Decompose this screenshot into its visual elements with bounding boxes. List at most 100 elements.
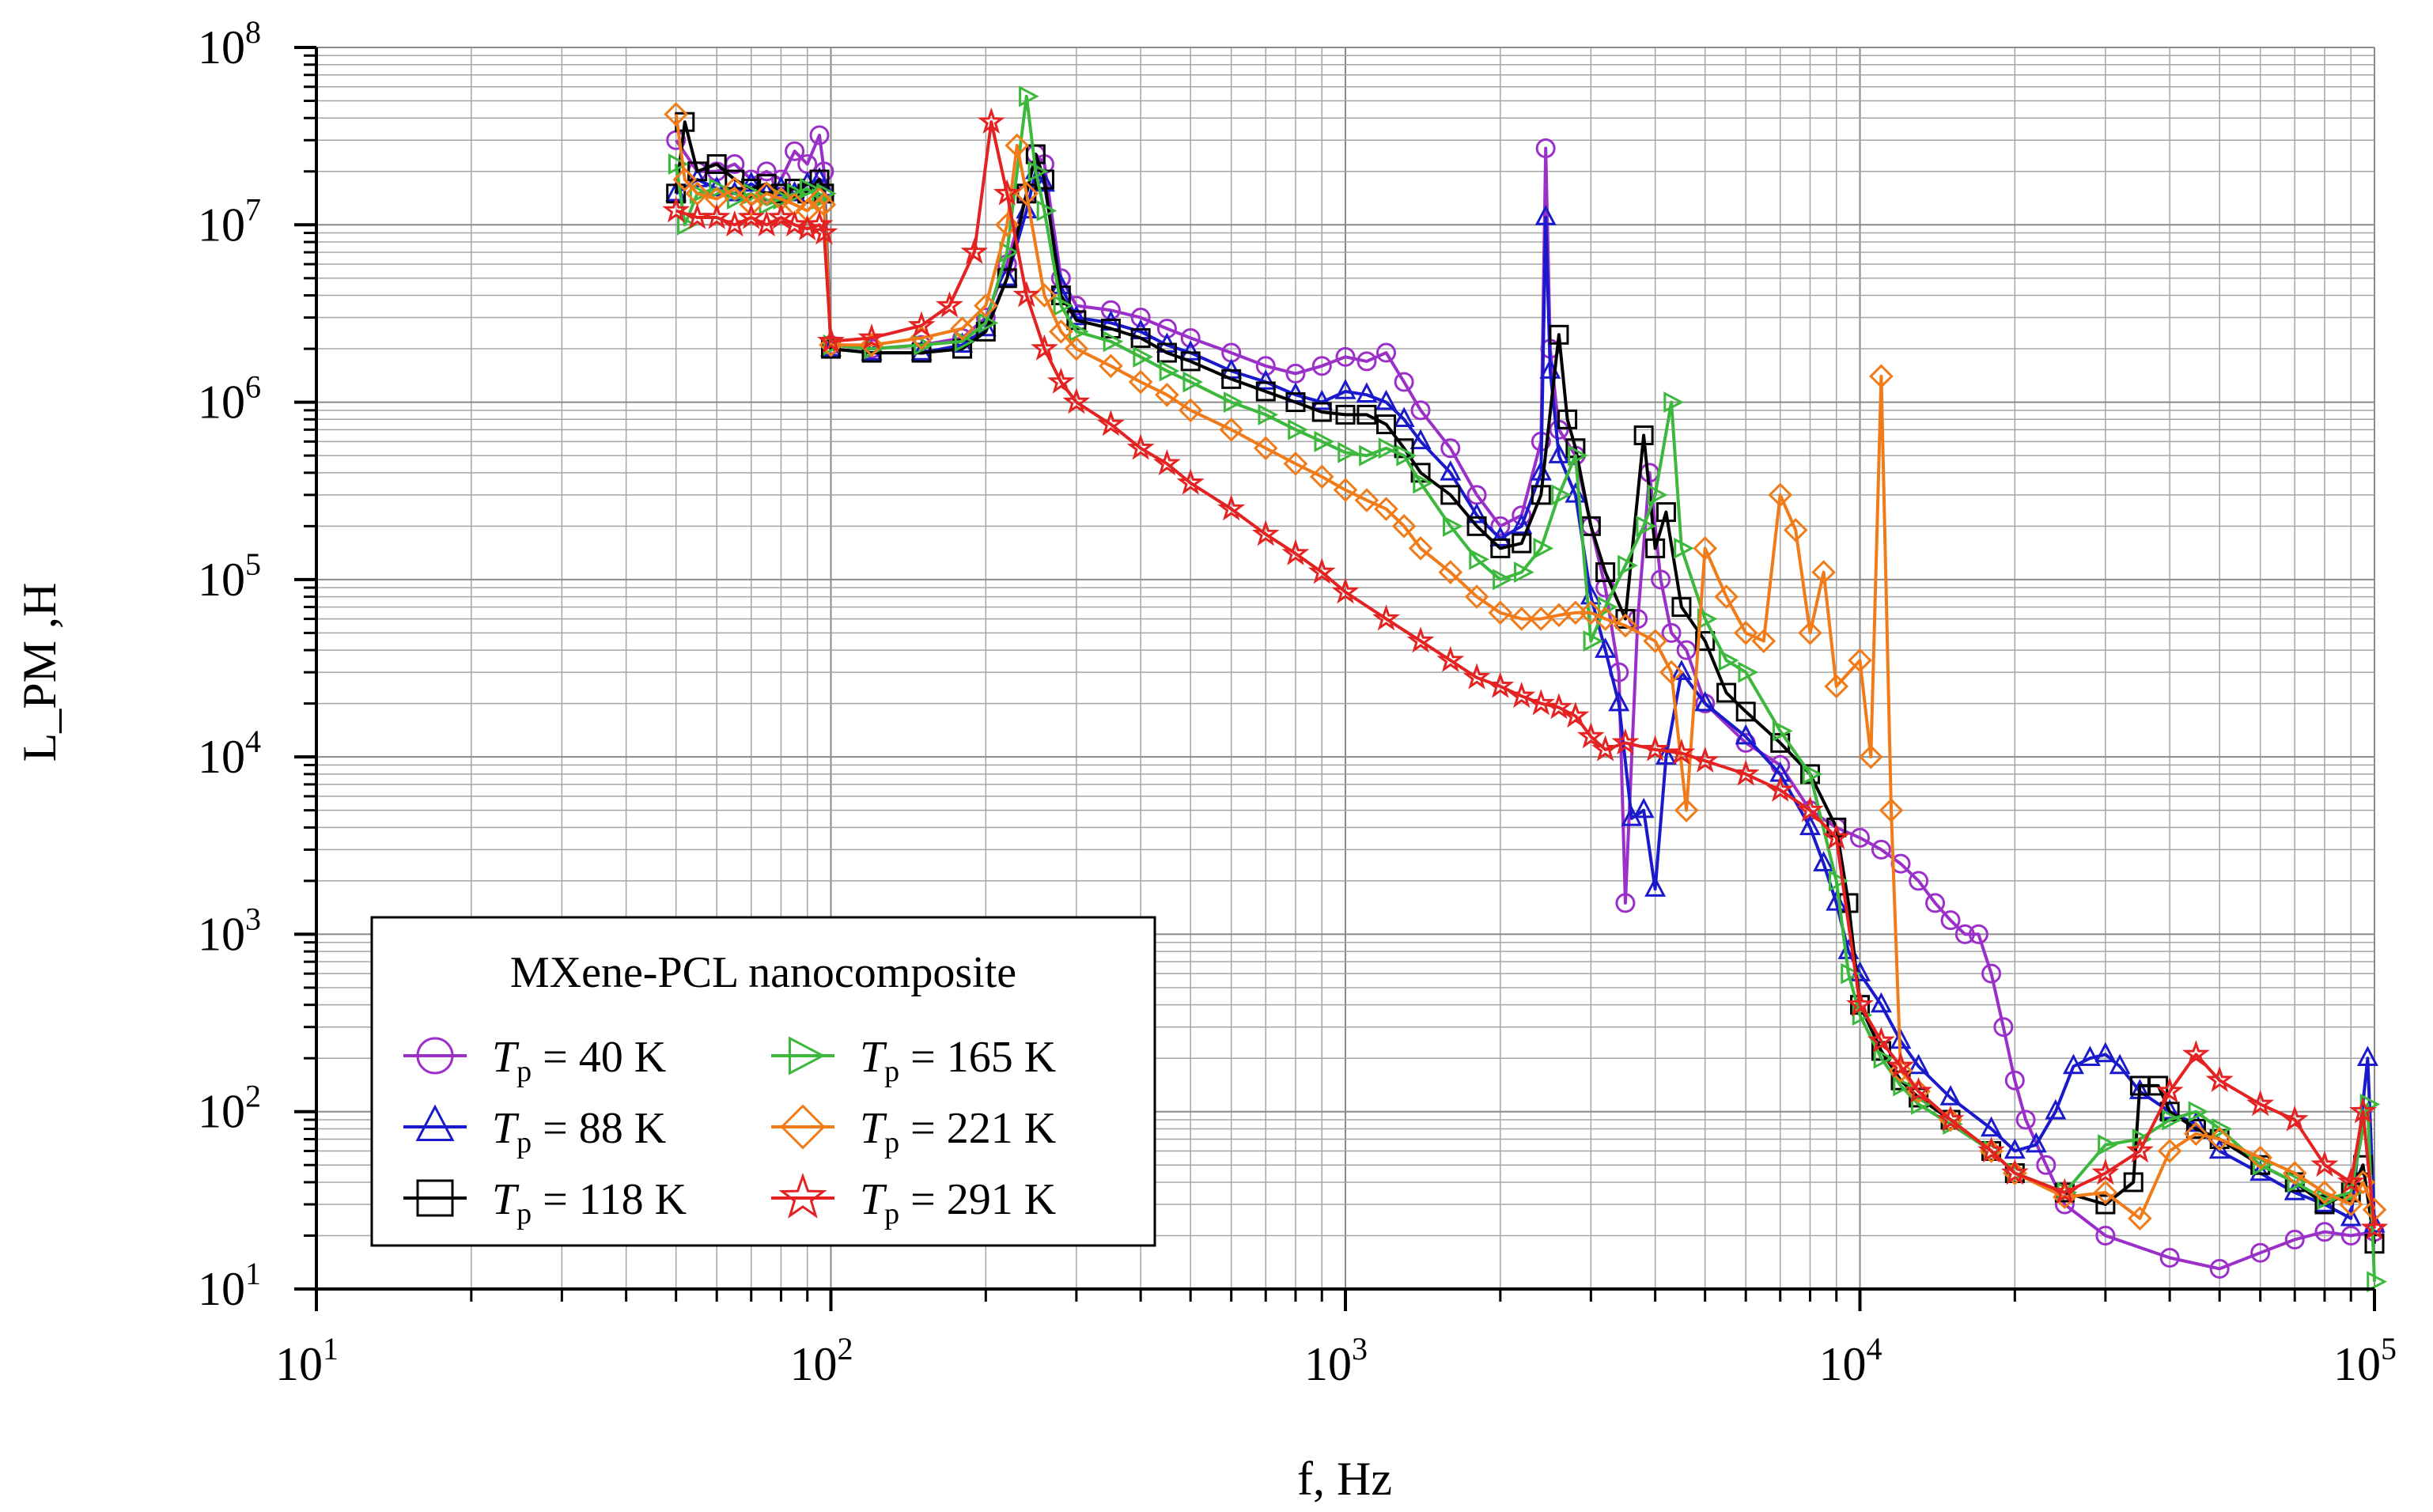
data-point — [1568, 444, 1588, 467]
y-tick-exponent: 4 — [245, 724, 261, 759]
series-layer — [662, 85, 2389, 1293]
data-point — [1645, 538, 1666, 558]
data-point — [1180, 351, 1201, 372]
data-point — [1354, 488, 1379, 512]
data-point — [1848, 648, 1872, 673]
y-tick-label: 102 — [198, 1079, 261, 1138]
data-point — [1530, 459, 1552, 481]
data-point — [857, 323, 886, 350]
data-point — [2091, 1159, 2120, 1185]
data-point — [1251, 520, 1280, 546]
data-point — [1359, 444, 1379, 467]
legend-label-sub: p — [516, 1055, 532, 1088]
y-tick-exponent: 1 — [245, 1256, 261, 1291]
data-point — [739, 192, 764, 217]
legend-item: Tp = 221 K — [771, 1104, 1056, 1159]
data-point — [1615, 893, 1636, 913]
data-point — [1391, 514, 1417, 539]
data-point — [1508, 682, 1536, 709]
data-point — [1873, 1047, 1894, 1069]
data-point — [1908, 1053, 1930, 1075]
data-point — [2004, 1070, 2025, 1091]
data-point — [1490, 516, 1511, 536]
legend-marker — [780, 1104, 826, 1150]
data-point — [1307, 558, 1336, 584]
data-point — [1064, 336, 1089, 361]
data-point — [1663, 391, 1684, 414]
data-point — [2000, 1159, 2029, 1185]
data-point — [1288, 418, 1308, 440]
data-point — [950, 316, 974, 341]
data-point — [1981, 963, 2002, 984]
data-point — [2095, 1225, 2116, 1246]
data-point — [1309, 464, 1334, 490]
legend-label: Tp = 88 K — [492, 1104, 666, 1159]
legend-label-var: T — [860, 1175, 887, 1224]
data-point — [2095, 1194, 2116, 1215]
data-point — [1512, 533, 1532, 554]
data-point — [1751, 629, 1777, 653]
data-point — [1128, 369, 1153, 395]
data-point — [1641, 735, 1669, 762]
x-tick-label: 102 — [790, 1331, 853, 1390]
data-point — [1824, 674, 1849, 699]
data-point — [2337, 1167, 2365, 1194]
legend-label-sub: p — [516, 1126, 532, 1159]
data-point — [1783, 518, 1808, 542]
axes — [294, 46, 2376, 1311]
legend-item: Tp = 40 K — [403, 1033, 666, 1088]
data-point — [817, 327, 845, 353]
data-point — [1886, 1052, 1915, 1079]
data-point — [1595, 562, 1616, 583]
data-point — [1577, 722, 1605, 749]
y-tick-label: 106 — [198, 369, 261, 429]
data-point — [1611, 728, 1640, 755]
data-point — [2093, 1180, 2118, 1205]
x-tick-exponent: 1 — [323, 1331, 339, 1366]
data-point — [1608, 690, 1630, 712]
data-point — [2207, 1127, 2232, 1151]
legend-marker — [789, 1036, 826, 1075]
data-point — [767, 202, 795, 229]
data-point — [799, 178, 820, 199]
data-point — [1493, 569, 1513, 591]
legend-label-value: = 221 K — [899, 1104, 1056, 1153]
data-point — [1644, 876, 1667, 897]
data-point — [1179, 340, 1201, 361]
data-point — [2310, 1150, 2339, 1177]
data-point — [1925, 893, 1946, 913]
data-point — [1462, 663, 1491, 690]
data-point — [1005, 133, 1030, 158]
data-point — [1357, 404, 1377, 425]
legend-item: Tp = 118 K — [403, 1175, 687, 1230]
data-point — [1888, 1058, 1913, 1083]
data-point — [978, 312, 999, 334]
x-tick-base: 10 — [2333, 1338, 2381, 1390]
data-point — [1099, 353, 1123, 379]
data-point — [1486, 671, 1515, 698]
data-point — [977, 107, 1005, 134]
series-line — [675, 169, 2376, 1225]
data-point — [1936, 1105, 1965, 1132]
y-tick-exponent: 2 — [245, 1079, 261, 1114]
data-point — [668, 153, 689, 175]
legend-label: Tp = 165 K — [860, 1033, 1056, 1088]
legend-label-var: T — [492, 1033, 520, 1082]
data-point — [1905, 1076, 1932, 1103]
data-point — [1667, 738, 1696, 765]
data-point — [1255, 356, 1276, 376]
data-point — [1850, 827, 1870, 848]
data-point — [1053, 295, 1074, 317]
data-point — [1993, 1017, 2014, 1038]
data-point — [2051, 1177, 2079, 1204]
data-point — [1674, 537, 1694, 559]
data-point — [996, 265, 1018, 286]
data-point — [1223, 391, 1244, 414]
data-point — [1768, 482, 1793, 508]
data-point — [1334, 379, 1357, 399]
data-point — [1126, 433, 1155, 460]
y-tick-exponent: 3 — [245, 901, 261, 936]
data-point — [1591, 735, 1620, 762]
data-point — [1413, 472, 1433, 494]
data-point — [1822, 823, 1851, 850]
